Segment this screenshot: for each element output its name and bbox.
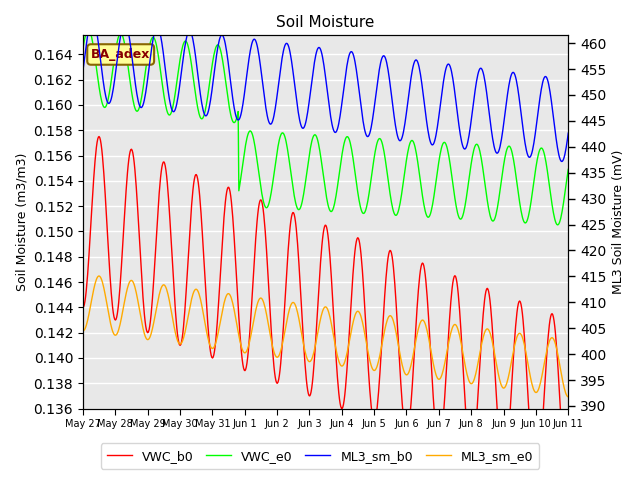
VWC_e0 xyxy=(88,38,96,44)
ML3_sm_e0 xyxy=(385,314,392,320)
VWC_b0 xyxy=(399,409,406,415)
VWC_e0 xyxy=(554,222,561,228)
ML3_sm_b0 xyxy=(385,71,392,77)
Text: BA_adex: BA_adex xyxy=(91,48,150,61)
VWC_b0 xyxy=(138,285,146,290)
ML3_sm_e0 xyxy=(188,296,195,302)
ML3_sm_b0 xyxy=(88,16,95,22)
ML3_sm_e0 xyxy=(213,334,221,340)
VWC_b0 xyxy=(79,304,87,310)
VWC_b0 xyxy=(213,320,221,325)
ML3_sm_e0 xyxy=(399,365,406,371)
ML3_sm_b0 xyxy=(213,48,221,54)
VWC_b0 xyxy=(95,134,103,140)
Title: Soil Moisture: Soil Moisture xyxy=(276,15,375,30)
ML3_sm_e0 xyxy=(79,328,87,334)
ML3_sm_b0 xyxy=(564,130,572,136)
VWC_b0 xyxy=(88,207,95,213)
Line: VWC_e0: VWC_e0 xyxy=(83,30,568,225)
ML3_sm_b0 xyxy=(188,31,195,37)
VWC_b0 xyxy=(385,251,392,257)
ML3_sm_b0 xyxy=(138,104,146,109)
ML3_sm_b0 xyxy=(88,15,96,21)
ML3_sm_b0 xyxy=(79,68,87,74)
ML3_sm_b0 xyxy=(399,132,406,137)
Line: ML3_sm_b0: ML3_sm_b0 xyxy=(83,18,568,161)
Y-axis label: ML3 Soil Moisture (mV): ML3 Soil Moisture (mV) xyxy=(612,150,625,294)
VWC_e0 xyxy=(138,90,146,96)
VWC_e0 xyxy=(84,27,92,33)
Line: ML3_sm_e0: ML3_sm_e0 xyxy=(83,276,568,397)
ML3_sm_e0 xyxy=(88,297,95,302)
ML3_sm_e0 xyxy=(138,322,146,328)
ML3_sm_e0 xyxy=(95,273,103,279)
Legend: VWC_b0, VWC_e0, ML3_sm_b0, ML3_sm_e0: VWC_b0, VWC_e0, ML3_sm_b0, ML3_sm_e0 xyxy=(100,444,540,469)
VWC_e0 xyxy=(399,182,406,188)
VWC_e0 xyxy=(564,167,572,172)
VWC_e0 xyxy=(385,181,392,187)
ML3_sm_e0 xyxy=(564,394,572,400)
Line: VWC_b0: VWC_b0 xyxy=(83,137,568,480)
VWC_b0 xyxy=(188,203,195,208)
VWC_e0 xyxy=(79,46,87,52)
VWC_e0 xyxy=(188,62,195,68)
VWC_e0 xyxy=(213,42,221,48)
ML3_sm_b0 xyxy=(557,158,565,164)
Y-axis label: Soil Moisture (m3/m3): Soil Moisture (m3/m3) xyxy=(15,153,28,291)
